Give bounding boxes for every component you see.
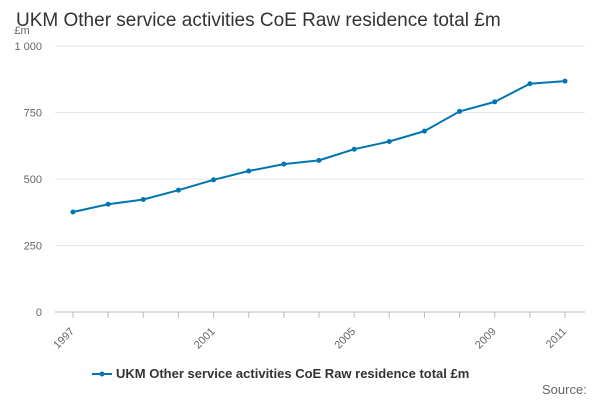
source-label: Source: — [542, 382, 587, 397]
data-point[interactable] — [281, 161, 287, 167]
y-axis: 0 250 500 750 1 000 — [14, 41, 42, 319]
data-point[interactable] — [105, 201, 111, 207]
y-tick-label: 500 — [24, 174, 42, 186]
data-point[interactable] — [140, 196, 146, 202]
data-point[interactable] — [175, 187, 181, 193]
series-layer — [70, 78, 568, 215]
y-axis-unit-label: £m — [14, 25, 29, 37]
data-point[interactable] — [386, 138, 392, 144]
x-tick-label: 2009 — [473, 326, 499, 352]
data-point[interactable] — [492, 99, 498, 105]
data-point[interactable] — [421, 128, 427, 134]
x-tick-label: 2005 — [332, 326, 358, 352]
legend-label: UKM Other service activities CoE Raw res… — [116, 366, 470, 381]
y-tick-label: 0 — [36, 307, 42, 319]
y-tick-label: 750 — [24, 108, 42, 120]
series-line — [72, 80, 566, 213]
legend[interactable]: UKM Other service activities CoE Raw res… — [92, 366, 469, 381]
gridlines — [55, 45, 585, 313]
data-point[interactable] — [457, 108, 463, 114]
data-point[interactable] — [527, 81, 533, 87]
data-point[interactable] — [211, 177, 217, 183]
x-axis: 1997 2001 2005 2009 2011 — [51, 312, 569, 351]
data-point[interactable] — [562, 78, 568, 84]
x-tick-label: 2011 — [544, 326, 569, 351]
data-point[interactable] — [351, 146, 357, 152]
legend-swatch-icon — [92, 371, 112, 376]
x-tick-label: 2001 — [192, 326, 218, 352]
data-point[interactable] — [246, 168, 252, 174]
y-tick-label: 1 000 — [14, 41, 42, 53]
chart-title: UKM Other service activities CoE Raw res… — [16, 10, 501, 31]
data-point[interactable] — [316, 157, 322, 163]
data-point[interactable] — [70, 209, 76, 215]
y-tick-label: 250 — [24, 241, 42, 253]
x-tick-label: 1997 — [51, 326, 77, 352]
